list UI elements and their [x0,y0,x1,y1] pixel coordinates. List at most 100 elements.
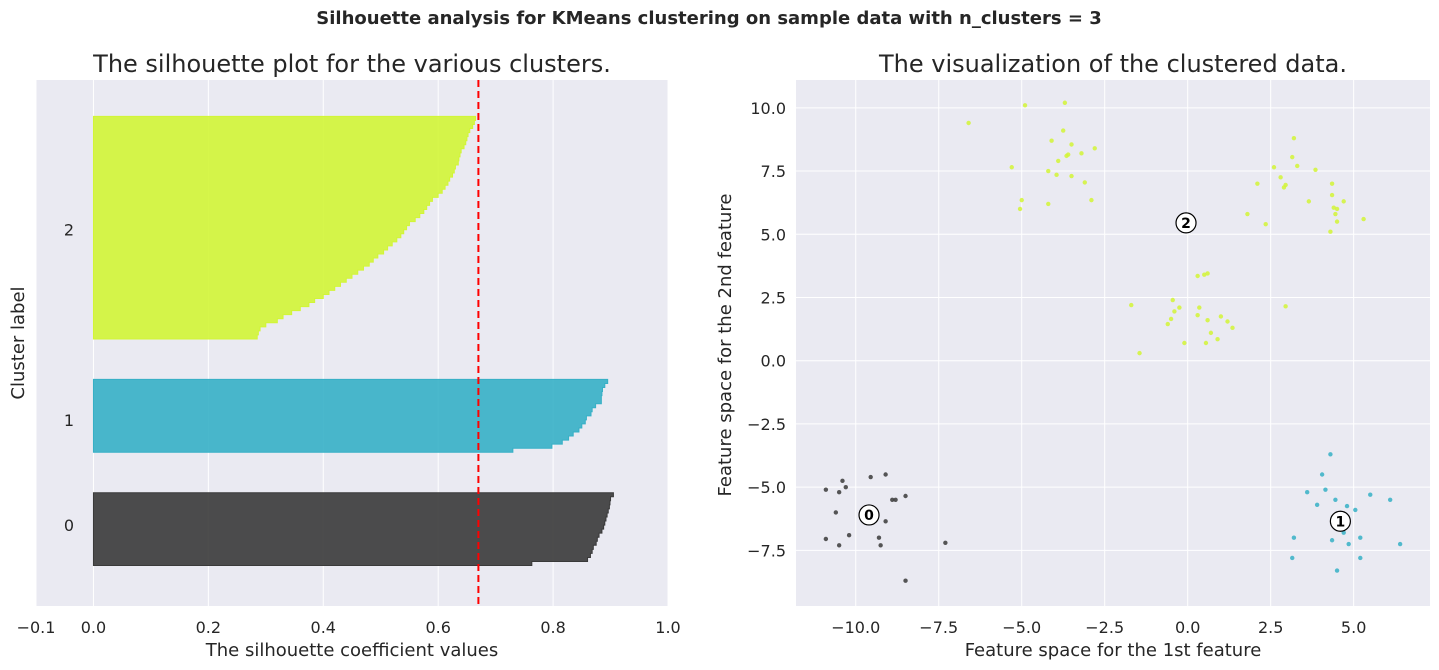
silhouette-x-tick-label: 0.6 [425,618,450,637]
scatter-point-cluster-0 [876,535,882,540]
silhouette-cluster-2-label: 2 [64,221,74,240]
scatter-point-cluster-2 [1205,271,1210,276]
scatter-y-tick-label: −5.0 [747,478,786,497]
scatter-point-cluster-2 [1361,216,1366,222]
scatter-y-tick-label: −7.5 [747,541,786,560]
scatter-point-cluster-2 [1177,305,1182,310]
scatter-point-cluster-2 [1329,192,1335,198]
scatter-point-cluster-2 [1328,229,1333,234]
scatter-point-cluster-2 [1283,182,1288,188]
scatter-point-cluster-1 [1397,541,1403,547]
scatter-point-cluster-2 [1165,321,1170,327]
scatter-point-cluster-2 [1203,340,1209,346]
scatter-point-cluster-0 [846,532,852,538]
scatter-point-cluster-2 [1341,199,1346,204]
scatter-point-cluster-2 [1208,330,1214,336]
figure-suptitle: Silhouette analysis for KMeans clusterin… [316,8,1101,29]
scatter-point-cluster-2 [1202,272,1207,277]
scatter-point-cluster-0 [836,490,842,495]
scatter-point-cluster-2 [1069,142,1074,147]
scatter-point-cluster-2 [1092,146,1097,151]
scatter-point-cluster-2 [1182,340,1187,346]
scatter-point-cluster-0 [943,540,948,545]
cluster-center-1-label: 1 [1336,514,1346,530]
scatter-point-cluster-0 [833,510,839,515]
scatter-point-cluster-2 [1306,199,1312,204]
scatter-point-cluster-2 [1197,305,1202,310]
scatter-point-cluster-2 [1313,167,1318,172]
scatter-x-axis-label: Feature space for the 1st feature [965,640,1262,661]
scatter-point-cluster-0 [843,484,848,490]
scatter-point-cluster-2 [1291,135,1297,141]
scatter-point-cluster-1 [1346,541,1351,547]
silhouette-cluster-labels: 0 1 2 [64,221,74,535]
scatter-grid [796,80,1430,606]
scatter-point-cluster-0 [878,543,883,548]
scatter-point-cluster-2 [1255,181,1260,186]
scatter-point-cluster-1 [1314,502,1320,508]
cluster-center-2-label: 2 [1181,216,1191,232]
scatter-point-cluster-2 [1054,172,1059,178]
scatter-point-cluster-1 [1358,535,1363,540]
cluster-center-0-marker [858,504,880,526]
scatter-point-cluster-2 [1225,319,1230,324]
silhouette-x-tick-label: 0.2 [196,618,221,637]
scatter-y-tick-label: 5.0 [761,225,786,244]
silhouette-cluster-2-area [92,115,477,340]
scatter-point-cluster-2 [1333,211,1338,217]
scatter-point-cluster-2 [1046,168,1051,174]
scatter-x-tick-label: 0.0 [1175,618,1200,637]
scatter-point-cluster-2 [1172,309,1177,314]
scatter-point-cluster-0 [903,493,908,499]
scatter-y-tick-label: 10.0 [750,99,786,118]
scatter-x-tick-label: −10.0 [831,618,880,637]
scatter-point-cluster-2 [1046,201,1051,207]
scatter-point-cluster-2 [1170,297,1175,303]
scatter-point-cluster-2 [1334,219,1340,224]
silhouette-plot-title: The silhouette plot for the various clus… [92,50,611,78]
scatter-point-cluster-2 [1009,165,1014,170]
scatter-point-cluster-0 [823,487,829,492]
scatter-point-cluster-1 [1328,452,1333,457]
silhouette-x-tick-label: 0.4 [311,618,336,637]
scatter-point-cluster-2 [1064,153,1069,159]
silhouette-x-tick-label: −0.1 [17,618,56,637]
scatter-point-cluster-2 [1290,154,1295,160]
scatter-point-cluster-2 [1283,304,1288,309]
scatter-point-cluster-1 [1358,555,1363,561]
scatter-point-cluster-2 [1195,273,1200,279]
scatter-point-cluster-2 [1049,138,1054,143]
scatter-point-cluster-2 [1168,316,1174,322]
cluster-center-1-marker [1329,510,1351,532]
scatter-x-tick-label: 5.0 [1341,618,1366,637]
scatter-point-cluster-2 [1061,128,1066,133]
scatter-point-cluster-0 [840,478,845,484]
scatter-x-tick-label: 2.5 [1258,618,1283,637]
scatter-point-cluster-1 [1329,538,1335,543]
scatter-point-cluster-2 [1056,158,1061,164]
cluster-center-2-marker [1175,212,1197,234]
silhouette-cluster-1-area [92,378,609,453]
cluster-center-0-label: 0 [864,508,874,524]
scatter-point-cluster-2 [1271,165,1277,170]
silhouette-y-axis-label: Cluster label [8,286,29,399]
scatter-point-cluster-2 [1137,350,1142,356]
scatter-point-cluster-0 [823,536,829,542]
scatter-point-cluster-2 [1069,173,1074,179]
scatter-point-cluster-2 [1205,318,1210,323]
scatter-point-cluster-1 [1304,490,1310,495]
silhouette-x-axis-label: The silhouette coefficient values [205,640,498,661]
scatter-point-cluster-2 [1334,206,1340,212]
scatter-point-cluster-2 [1218,314,1224,319]
scatter-point-cluster-0 [883,519,888,524]
scatter-point-cluster-1 [1353,507,1358,513]
scatter-x-ticks: −10.0 −7.5 −5.0 −2.5 0.0 2.5 5.0 [831,618,1366,637]
scatter-point-cluster-2 [1230,325,1235,331]
silhouette-x-tick-label: 1.0 [655,618,680,637]
scatter-point-cluster-1 [1368,492,1373,497]
scatter-plot-title: The visualization of the clustered data. [878,50,1347,78]
silhouette-cluster-0-area [92,492,614,567]
silhouette-x-tick-label: 0.0 [81,618,106,637]
silhouette-plot: −0.1 0.0 0.2 0.4 0.6 0.8 1.0 0 1 2 The silhouett… [8,50,681,661]
